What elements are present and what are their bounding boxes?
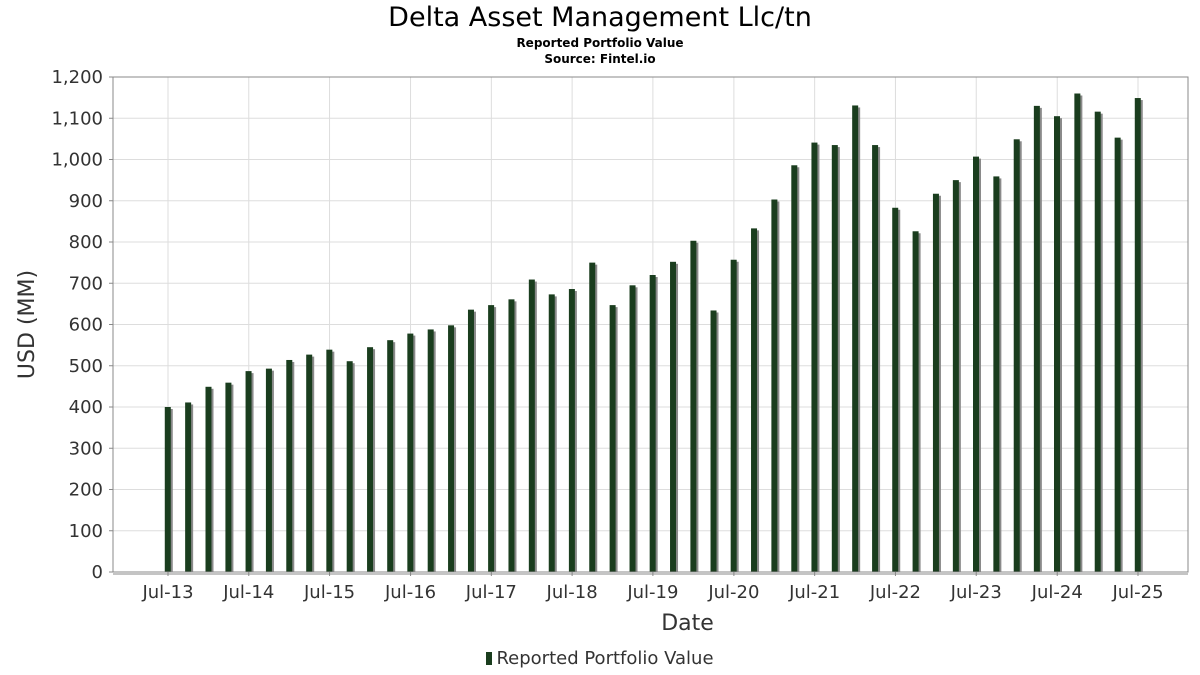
bar — [852, 105, 859, 573]
bar — [1013, 139, 1020, 572]
bar — [245, 371, 252, 572]
bar — [609, 305, 616, 572]
bar — [306, 354, 313, 572]
bar — [1033, 105, 1040, 572]
bar — [932, 193, 939, 573]
legend-swatch — [486, 652, 493, 665]
y-tick-label: 0 — [92, 562, 103, 583]
bar — [387, 340, 394, 572]
bar — [568, 289, 575, 572]
bar — [649, 275, 656, 572]
plot-border — [112, 76, 1189, 573]
y-tick-label: 200 — [69, 480, 103, 501]
y-tick-label: 400 — [69, 397, 103, 418]
x-tick-label: Jul-19 — [626, 582, 678, 603]
y-tick-label: 1,200 — [51, 67, 103, 88]
y-tick-label: 1,100 — [51, 108, 103, 129]
x-tick-label: Jul-14 — [222, 582, 274, 603]
bar — [367, 347, 374, 572]
y-tick-label: 800 — [69, 232, 103, 253]
bar — [811, 142, 818, 572]
y-tick-label: 1,000 — [51, 150, 103, 171]
bar — [427, 329, 434, 572]
x-tick-label: Jul-16 — [384, 582, 436, 603]
bar — [831, 145, 838, 572]
bar — [589, 262, 596, 572]
x-tick-label: Jul-17 — [465, 582, 517, 603]
bar — [346, 361, 353, 572]
bar — [467, 309, 474, 572]
legend-label: Reported Portfolio Value — [496, 648, 714, 669]
x-tick-label: Jul-13 — [141, 582, 193, 603]
x-tick-label: Jul-21 — [788, 582, 840, 603]
bar — [690, 240, 697, 572]
bar — [205, 386, 212, 572]
bar — [488, 305, 495, 572]
bar — [629, 285, 636, 572]
chart-source: Source: Fintel.io — [544, 52, 656, 66]
bar — [710, 310, 717, 572]
x-tick-label: Jul-20 — [707, 582, 759, 603]
chart-title: Delta Asset Management Llc/tn — [388, 2, 812, 33]
x-tick-label: Jul-22 — [869, 582, 921, 603]
y-axis-title: USD (MM) — [15, 270, 40, 379]
bar — [1134, 98, 1141, 572]
x-tick-label: Jul-25 — [1111, 582, 1163, 603]
bar — [548, 294, 555, 572]
bar — [1114, 137, 1121, 572]
bar — [1074, 93, 1081, 572]
bar — [1094, 111, 1101, 573]
bar — [528, 279, 535, 572]
x-tick-label: Jul-23 — [950, 582, 1002, 603]
bar — [892, 207, 899, 572]
bar — [326, 349, 333, 572]
x-axis-title: Date — [661, 611, 714, 636]
bar — [286, 359, 293, 572]
bar — [952, 180, 959, 572]
y-tick-label: 700 — [69, 273, 103, 294]
x-tick-label: Jul-18 — [546, 582, 598, 603]
bar — [872, 145, 879, 572]
bar — [670, 261, 677, 572]
bar — [1054, 116, 1061, 572]
y-tick-label: 600 — [69, 315, 103, 336]
x-tick-label: Jul-24 — [1031, 582, 1083, 603]
bar — [185, 402, 192, 572]
bar — [448, 325, 455, 572]
y-tick-label: 900 — [69, 191, 103, 212]
bar — [751, 228, 758, 572]
bar — [265, 368, 272, 572]
bar — [407, 333, 414, 572]
y-tick-label: 100 — [69, 521, 103, 542]
chart-legend: Reported Portfolio Value — [0, 648, 1200, 669]
bar — [164, 407, 171, 572]
y-tick-label: 300 — [69, 438, 103, 459]
bar — [730, 259, 737, 572]
bar — [771, 199, 778, 572]
bar — [993, 176, 1000, 572]
bar — [225, 382, 232, 572]
bar — [973, 156, 980, 573]
x-tick-label: Jul-15 — [303, 582, 355, 603]
bar — [508, 299, 515, 572]
chart-subtitle: Reported Portfolio Value — [516, 36, 684, 50]
bar — [791, 165, 798, 572]
y-tick-label: 500 — [69, 356, 103, 377]
bar — [912, 231, 919, 572]
